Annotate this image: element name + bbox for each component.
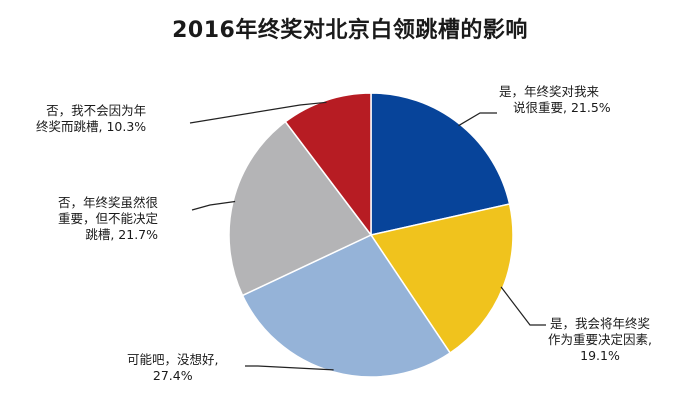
leader-line-2 — [245, 365, 334, 371]
pie-slice-3 — [228, 120, 373, 297]
pie-slice-2 — [241, 234, 452, 378]
slice-label-1-line-1: 作为重要决定因素, — [548, 332, 652, 347]
slice-label-3-line-0: 否，年终奖虽然很 — [58, 195, 159, 210]
slice-label-3: 否，年终奖虽然很 重要，但不能决定 跳槽, 21.7% — [58, 195, 158, 243]
slice-label-0-line-1: 说很重要, 21.5% — [513, 100, 611, 115]
slice-label-2-line-1: 27.4% — [152, 368, 193, 383]
slice-label-2-line-0: 可能吧，没想好, — [127, 352, 219, 367]
slice-label-1-line-0: 是，我会将年终奖 — [549, 316, 650, 331]
slice-label-4-line-0: 否，我不会因为年 — [46, 103, 147, 118]
slice-label-1: 是，我会将年终奖 作为重要决定因素, 19.1% — [548, 316, 652, 364]
leader-line-4 — [189, 101, 327, 124]
slice-label-4-line-1: 终奖而跳槽, 10.3% — [36, 119, 147, 134]
slice-label-4: 否，我不会因为年 终奖而跳槽, 10.3% — [36, 103, 146, 135]
slice-label-3-line-2: 跳槽, 21.7% — [85, 227, 159, 242]
pie-slice-1 — [369, 203, 514, 354]
pie-slice-0 — [370, 92, 511, 236]
slice-label-1-line-2: 19.1% — [580, 348, 620, 363]
slice-label-0: 是，年终奖对我来 说很重要, 21.5% — [499, 84, 611, 116]
slice-label-2: 可能吧，没想好, 27.4% — [127, 352, 218, 384]
slice-label-0-line-0: 是，年终奖对我来 — [499, 84, 600, 99]
slice-label-3-line-1: 重要，但不能决定 — [58, 211, 159, 226]
pie-slice-4 — [284, 92, 372, 238]
leader-line-3 — [191, 200, 236, 211]
chart-title: 2016年终奖对北京白领跳槽的影响 — [172, 18, 528, 43]
leader-line-0 — [458, 112, 497, 127]
leader-line-1 — [500, 286, 546, 326]
